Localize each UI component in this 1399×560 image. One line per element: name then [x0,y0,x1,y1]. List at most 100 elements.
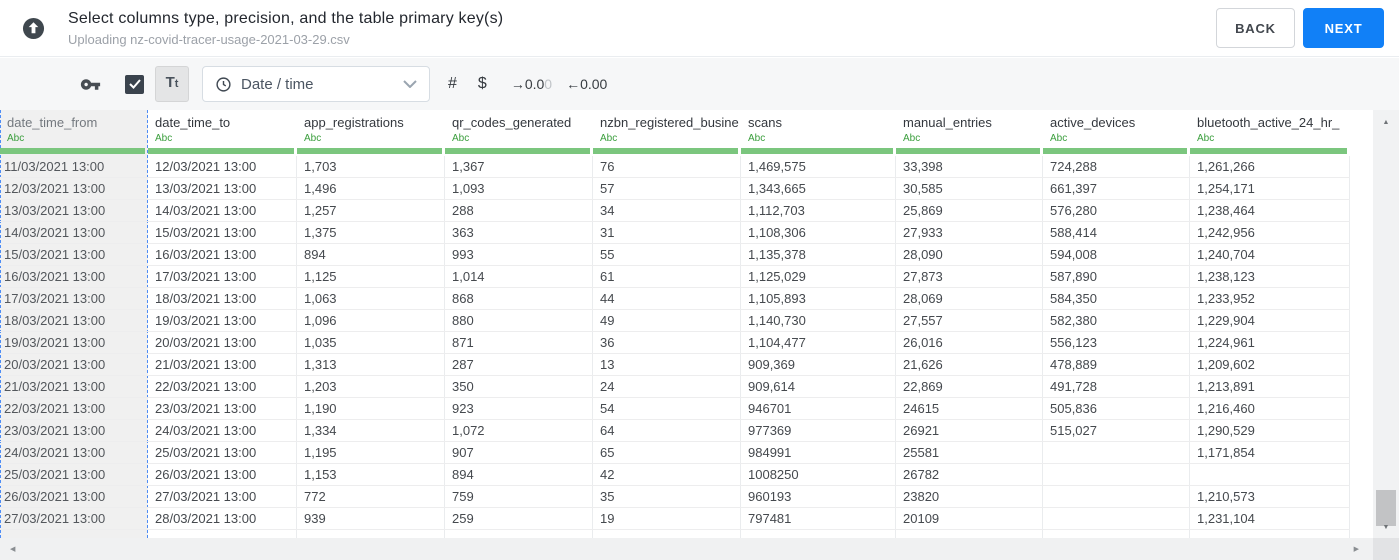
scroll-down-icon[interactable]: ▼ [1382,524,1390,531]
table-cell: 588,414 [1043,222,1190,243]
next-button[interactable]: NEXT [1303,8,1384,48]
table-cell: 1,014 [445,266,593,287]
column-header-manual_entries[interactable]: manual_entries Abc [896,110,1043,148]
table-cell [1043,486,1190,507]
column-name: scans [748,115,782,130]
table-cell: 31 [593,222,741,243]
number-type-button[interactable]: # [448,75,457,92]
table-cell: 1,096 [297,310,445,331]
table-cell: 1,203 [297,376,445,397]
table-cell: 1,238,464 [1190,200,1350,221]
table-cell: 26782 [896,464,1043,485]
table-cell: 868 [445,288,593,309]
table-cell: 1,213,891 [1190,376,1350,397]
currency-type-button[interactable]: $ [477,75,487,92]
table-cell: 23/03/2021 13:00 [4,423,106,438]
table-cell: 1,703 [297,156,445,177]
table-cell: 1,343,665 [741,178,896,199]
table-cell: 65 [593,442,741,463]
scroll-up-icon[interactable]: ▲ [1382,119,1390,126]
table-cell: 1,171,854 [1190,442,1350,463]
table-cell: 894 [297,244,445,265]
column-header-nzbn_registered_busine[interactable]: nzbn_registered_busine Abc [593,110,741,148]
table-cell: 1,261,266 [1190,156,1350,177]
column-type-label: Abc [1197,133,1215,144]
table-cell: 977369 [741,420,896,441]
table-row: 20/03/2021 13:00 21/03/2021 13:00 1,313 287… [0,354,1350,376]
table-cell: 28/03/2021 13:00 [148,508,297,529]
table-cell: 1,233,952 [1190,288,1350,309]
table-row: 12/03/2021 13:00 13/03/2021 13:00 1,496 1,0… [0,178,1350,200]
table-cell: 350 [445,376,593,397]
column-type-label: Abc [155,133,173,144]
vertical-scrollbar[interactable]: ▲ ▼ [1373,110,1399,538]
table-cell: 1,105,893 [741,288,896,309]
table-cell: 797481 [741,508,896,529]
table-cell: 587,890 [1043,266,1190,287]
table-cell: 27,557 [896,310,1043,331]
horizontal-scrollbar[interactable]: ◀ ▶ [0,538,1373,560]
check-icon [128,79,141,89]
table-cell: 25,869 [896,200,1043,221]
back-button[interactable]: BACK [1216,8,1295,48]
table-row: 19/03/2021 13:00 20/03/2021 13:00 1,035 871… [0,332,1350,354]
column-name: bluetooth_active_24_hr_ [1197,115,1340,130]
table-cell [0,530,148,538]
column-type-value: Date / time [241,75,314,93]
table-cell: 14/03/2021 13:00 [4,225,106,240]
table-cell: 21,626 [896,354,1043,375]
table-cell: 1,254,171 [1190,178,1350,199]
column-header-app_registrations[interactable]: app_registrations Abc [297,110,445,148]
column-header-date_time_from[interactable]: date_time_from Abc [0,110,148,148]
table-cell: 724,288 [1043,156,1190,177]
column-header-qr_codes_generated[interactable]: qr_codes_generated Abc [445,110,593,148]
table-cell: 909,369 [741,354,896,375]
upload-status-text: Uploading nz-covid-tracer-usage-2021-03-… [68,31,350,47]
table-cell: 55 [593,244,741,265]
table-cell: 12/03/2021 13:00 [4,181,106,196]
table-cell: 26/03/2021 13:00 [4,489,106,504]
add-decimal-button[interactable]: →0.00 [510,76,553,92]
table-cell: 24 [593,376,741,397]
table-cell [445,530,593,538]
table-cell: 1,242,956 [1190,222,1350,243]
upload-icon [22,17,45,40]
table-cell: 1,093 [445,178,593,199]
table-cell: 993 [445,244,593,265]
table-cell: 880 [445,310,593,331]
column-name: app_registrations [304,115,404,130]
selected-column-highlight [0,110,148,538]
table-cell: 556,123 [1043,332,1190,353]
column-header-bluetooth_active_24_hr_[interactable]: bluetooth_active_24_hr_ Abc [1190,110,1350,148]
table-cell [593,530,741,538]
column-type-dropdown[interactable]: Date / time [202,66,430,102]
table-cell: 923 [445,398,593,419]
table-cell: 49 [593,310,741,331]
include-column-checkbox[interactable] [125,74,144,94]
table-cell: 1,334 [297,420,445,441]
table-cell: 894 [445,464,593,485]
table-cell: 582,380 [1043,310,1190,331]
table-row: 13/03/2021 13:00 14/03/2021 13:00 1,257 288… [0,200,1350,222]
primary-key-icon[interactable] [79,73,101,95]
table-row: 27/03/2021 13:00 28/03/2021 13:00 939 259 19… [0,508,1350,530]
scroll-right-icon[interactable]: ▶ [1353,546,1359,553]
table-cell: 34 [593,200,741,221]
table-cell: 35 [593,486,741,507]
table-cell: 19 [593,508,741,529]
table-cell: 42 [593,464,741,485]
column-header-active_devices[interactable]: active_devices Abc [1043,110,1190,148]
table-cell: 1,140,730 [741,310,896,331]
table-cell: 28,090 [896,244,1043,265]
vertical-scrollbar-thumb[interactable] [1376,490,1396,526]
table-cell: 27,933 [896,222,1043,243]
remove-decimal-button[interactable]: ←0.00 [566,76,608,92]
column-header-date_time_to[interactable]: date_time_to Abc [148,110,297,148]
chevron-down-icon [403,80,417,88]
table-cell: 1,108,306 [741,222,896,243]
scroll-left-icon[interactable]: ◀ [10,546,16,553]
column-name: manual_entries [903,115,992,130]
column-header-scans[interactable]: scans Abc [741,110,896,148]
table-cell: 26,016 [896,332,1043,353]
